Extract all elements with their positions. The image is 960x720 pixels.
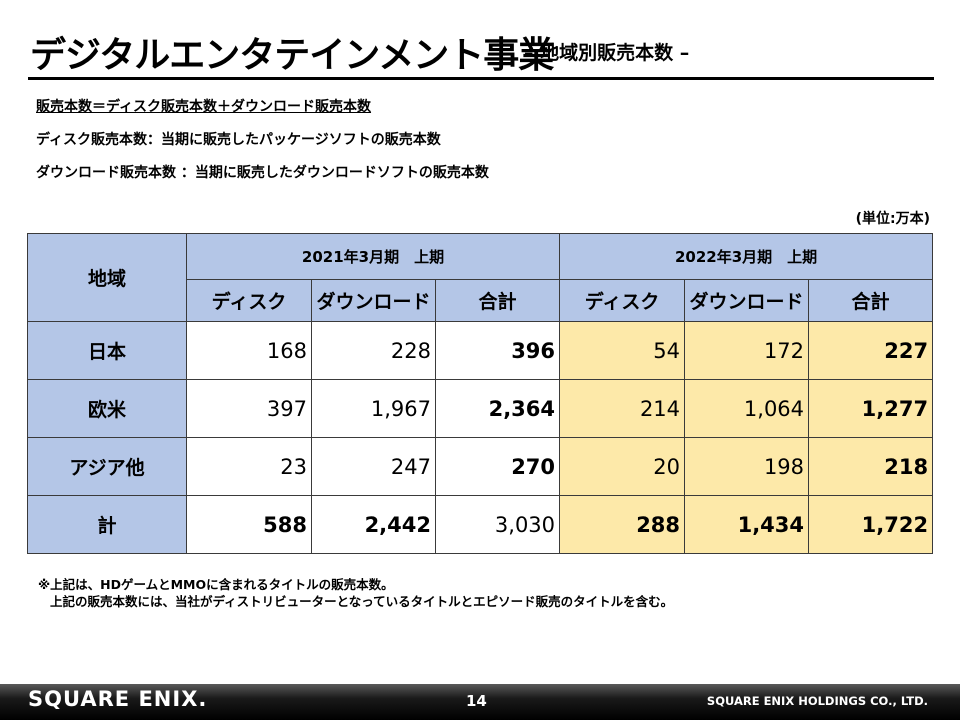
value-cell: 1,967 [311,379,436,438]
col-header-total: 合計 [434,279,561,322]
value-cell: 228 [311,321,436,380]
total-cell: 218 [808,437,934,496]
total-cell: 1,277 [808,379,934,438]
region-cell: 欧米 [27,379,187,438]
definition-total: 販売本数＝ディスク販売本数＋ダウンロード販売本数 [36,99,372,115]
value-cell: 247 [311,437,436,496]
unit-label: (単位:万本) [855,211,930,227]
value-cell: 23 [186,437,312,496]
col-header-disc: ディスク [559,279,686,322]
region-cell: アジア他 [27,437,187,496]
page-subtitle: – 地域別販売本数 – [524,42,690,64]
region-header: 地域 [27,233,187,322]
definitions: 販売本数＝ディスク販売本数＋ダウンロード販売本数 ディスク販売本数：当期に販売し… [36,96,489,195]
table-header-row: 地域 2021年3月期 上期 2022年3月期 上期 [27,233,934,322]
value-cell: 1,064 [684,379,810,438]
table-row: 日本 168 228 396 54 172 227 [27,321,934,380]
page-number: 14 [466,692,487,710]
period-header-2022: 2022年3月期 上期 [559,233,934,280]
value-cell: 1,434 [684,495,810,554]
value-cell: 172 [684,321,810,380]
value-cell: 168 [186,321,312,380]
total-cell: 396 [434,321,561,380]
value-cell: 588 [186,495,312,554]
table-row: アジア他 23 247 270 20 198 218 [27,437,934,496]
table-subheader-row: ディスク ダウンロード 合計 ディスク ダウンロード 合計 [28,279,934,322]
value-cell: 198 [684,437,810,496]
definition-disc: ディスク販売本数：当期に販売したパッケージソフトの販売本数 [36,132,441,148]
square-enix-logo: SQUARE ENIX. [28,687,208,711]
col-header-download: ダウンロード [311,279,436,322]
total-cell: 1,722 [808,495,934,554]
definition-download: ダウンロード販売本数 ：当期に販売したダウンロードソフトの販売本数 [36,165,489,181]
company-name: SQUARE ENIX HOLDINGS CO., LTD. [706,694,928,708]
footnote-line: ※上記は、HDゲームとMMOに含まれるタイトルの販売本数。 [38,577,394,592]
footnotes: ※上記は、HDゲームとMMOに含まれるタイトルの販売本数。 上記の販売本数には、… [38,576,673,610]
total-cell: 2,364 [434,379,561,438]
page-title: デジタルエンタテインメント事業 [30,35,554,76]
col-header-total: 合計 [808,279,934,322]
value-cell: 20 [559,437,686,496]
col-header-disc: ディスク [186,279,312,322]
period-header-2021: 2021年3月期 上期 [185,233,561,280]
title-row: デジタルエンタテインメント事業 – 地域別販売本数 – [30,26,930,76]
table-row-total: 計 588 2,442 3,030 288 1,434 1,722 [27,495,934,554]
footnote-line: 上記の販売本数には、当社がディストリビューターとなっているタイトルとエピソード販… [50,594,674,609]
value-cell: 288 [559,495,686,554]
value-cell: 2,442 [311,495,436,554]
total-cell: 227 [808,321,934,380]
col-header-download: ダウンロード [684,279,810,322]
title-divider [28,77,934,80]
region-cell: 日本 [27,321,187,380]
total-cell: 3,030 [434,495,561,554]
value-cell: 54 [559,321,686,380]
value-cell: 214 [559,379,686,438]
region-cell: 計 [27,495,187,554]
footer-bar: SQUARE ENIX. 14 SQUARE ENIX HOLDINGS CO.… [0,684,960,720]
value-cell: 397 [186,379,312,438]
total-cell: 270 [434,437,561,496]
sales-table: 地域 2021年3月期 上期 2022年3月期 上期 ディスク ダウンロード 合… [27,233,934,554]
table-row: 欧米 397 1,967 2,364 214 1,064 1,277 [27,379,934,438]
